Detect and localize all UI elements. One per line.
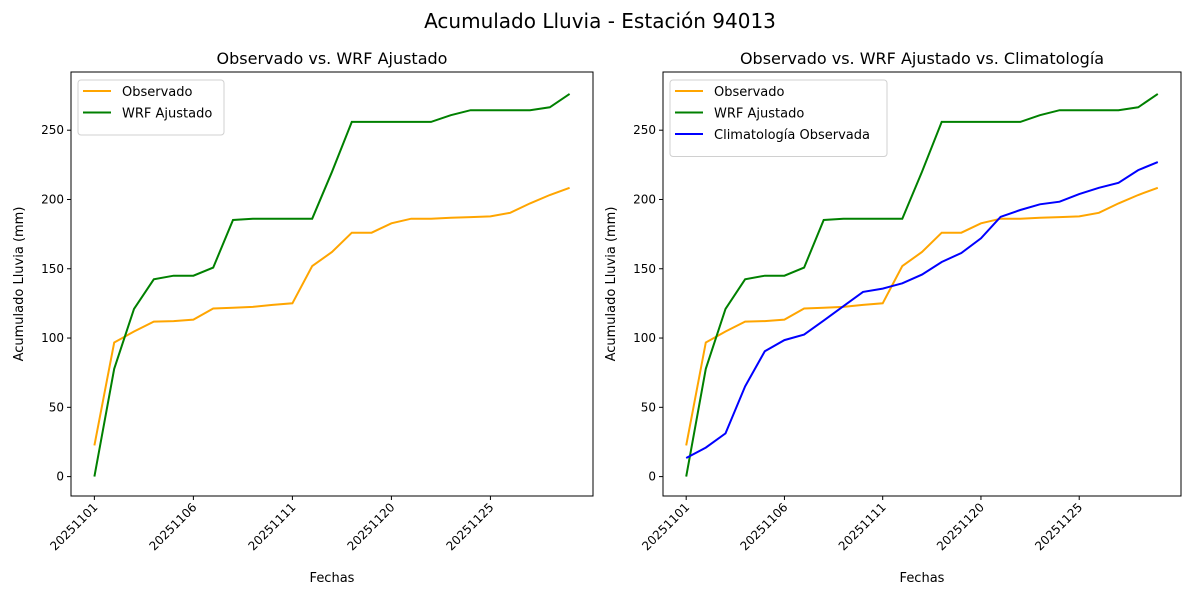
series-line-climatología-observada: [685, 161, 1159, 459]
y-tick-label: 150: [41, 262, 64, 276]
series-line-wrf-ajustado: [93, 93, 571, 477]
legend-label: Observado: [122, 85, 193, 100]
series-line-observado: [685, 186, 1159, 446]
y-tick-label: 100: [41, 331, 64, 345]
legend-label: WRF Ajustado: [122, 107, 212, 122]
legend-label: WRF Ajustado: [714, 107, 804, 122]
x-tick-label: 20251106: [737, 500, 790, 553]
y-tick-label: 0: [56, 470, 64, 484]
y-tick-label: 200: [41, 192, 64, 206]
axes-frame: [662, 71, 1182, 497]
x-axis-label: Fechas: [900, 571, 945, 586]
subplot-2: Observado vs. WRF Ajustado vs. Climatolo…: [604, 49, 1182, 586]
legend: Observado WRF Ajustado Climatología Observ…: [669, 79, 888, 157]
y-tick-label: 200: [633, 192, 656, 206]
x-tick-label: 20251106: [146, 500, 199, 553]
legend-frame: [669, 79, 888, 157]
x-tick-label: 20251101: [47, 500, 100, 553]
y-tick-label: 50: [641, 400, 656, 414]
y-tick-label: 100: [633, 331, 656, 345]
y-axis-label: Acumulado Lluvia (mm): [12, 207, 27, 362]
y-tick-label: 0: [648, 470, 656, 484]
x-tick-label: 20251111: [245, 500, 298, 553]
x-axis-label: Fechas: [310, 571, 355, 586]
figure-suptitle: Acumulado Lluvia - Estación 94013: [424, 9, 776, 33]
y-tick-label: 250: [633, 123, 656, 137]
y-tick-label: 150: [633, 262, 656, 276]
series-line-observado: [93, 186, 570, 446]
y-tick-label: 50: [49, 400, 64, 414]
y-axis-label: Acumulado Lluvia (mm): [604, 207, 619, 362]
x-tick-label: 20251125: [1032, 500, 1085, 553]
legend-label: Climatología Observada: [714, 128, 870, 143]
x-tick-label: 20251120: [344, 500, 397, 553]
series-line-wrf-ajustado: [685, 93, 1159, 477]
axes-frame: [70, 71, 594, 497]
subplot-title: Observado vs. WRF Ajustado vs. Climatolo…: [740, 49, 1104, 68]
x-tick-label: 20251111: [836, 500, 889, 553]
y-tick-label: 250: [41, 123, 64, 137]
subplot-title: Observado vs. WRF Ajustado: [217, 49, 448, 68]
x-tick-label: 20251101: [639, 500, 692, 553]
legend: Observado WRF Ajustado: [77, 79, 225, 136]
x-tick-label: 20251125: [443, 500, 496, 553]
subplot-1: Observado vs. WRF Ajustado 0 50 100 150 200 25…: [12, 49, 594, 586]
x-tick-label: 20251120: [934, 500, 987, 553]
legend-label: Observado: [714, 85, 785, 100]
legend-frame: [77, 79, 225, 136]
